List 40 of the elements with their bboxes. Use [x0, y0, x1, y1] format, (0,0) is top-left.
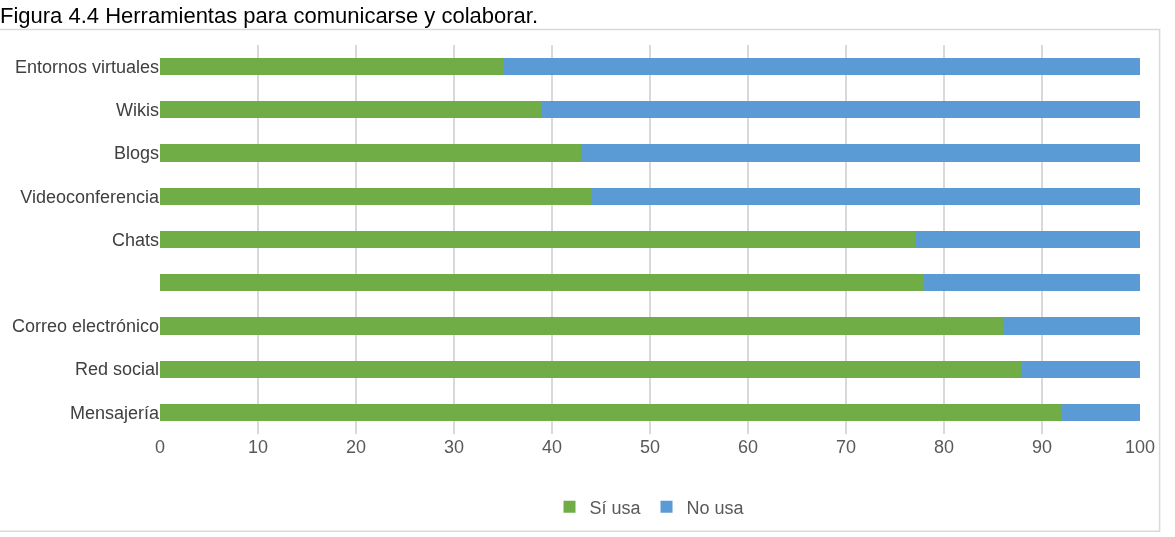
bar	[591, 187, 1140, 205]
bar	[160, 317, 1003, 335]
bar	[503, 57, 1140, 76]
bar	[1002, 317, 1140, 335]
y-tick-label: Chats	[111, 229, 159, 250]
y-tick-label: Blogs	[113, 143, 159, 164]
x-tick-label: 40	[541, 437, 563, 457]
y-tick-label: Red social	[74, 359, 159, 380]
y-tick-label: Mensajería	[69, 402, 160, 423]
bar	[924, 274, 1140, 292]
bar	[160, 187, 592, 205]
bar	[542, 101, 1140, 119]
y-tick-label: Correo electrónico	[11, 316, 159, 337]
x-tick-label: 80	[933, 437, 955, 457]
bar	[160, 403, 1062, 422]
legend-label: No usa	[686, 497, 745, 518]
x-tick-label: 50	[639, 437, 661, 457]
bar	[160, 230, 915, 249]
bar	[160, 360, 1023, 378]
x-tick-label: 70	[835, 437, 857, 457]
bar	[1022, 360, 1140, 378]
bar	[1061, 403, 1140, 422]
chart-title: Figura 4.4 Herramientas para comunicarse y colaborar.	[0, 3, 539, 29]
x-tick-label: 10	[247, 437, 269, 457]
x-tick-label: 0	[154, 437, 166, 457]
x-tick-label: 90	[1031, 437, 1053, 457]
y-tick-label: Videoconferencia	[20, 186, 160, 207]
bar	[914, 230, 1140, 249]
bar	[160, 57, 503, 76]
legend-label: Sí usa	[589, 497, 642, 518]
y-tick-label: Entornos virtuales	[14, 56, 159, 77]
x-tick-label: 30	[443, 437, 465, 457]
x-tick-label: 60	[737, 437, 759, 457]
bar	[160, 274, 925, 292]
bar	[581, 144, 1140, 162]
bar	[160, 144, 582, 162]
x-tick-label: 20	[345, 437, 367, 457]
bar	[160, 101, 543, 119]
y-tick-label: Wikis	[116, 100, 159, 121]
x-tick-label: 100	[1124, 437, 1156, 457]
